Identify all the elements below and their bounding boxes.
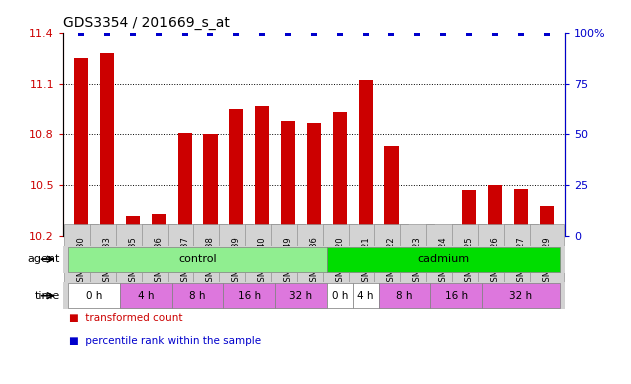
Bar <box>68 283 120 308</box>
Point <box>283 30 293 36</box>
Bar <box>281 121 295 236</box>
Bar <box>514 189 528 236</box>
Point <box>386 30 396 36</box>
Bar <box>482 283 560 308</box>
Bar <box>410 233 425 236</box>
Point <box>154 30 164 36</box>
Text: agent: agent <box>28 254 60 264</box>
Bar <box>255 106 269 236</box>
Bar <box>151 214 166 236</box>
Text: 32 h: 32 h <box>509 291 533 301</box>
Point <box>76 30 86 36</box>
Point <box>128 30 138 36</box>
Bar <box>353 283 379 308</box>
Text: GSM251627: GSM251627 <box>516 237 525 287</box>
Text: 8 h: 8 h <box>396 291 413 301</box>
Point <box>257 30 268 36</box>
Bar <box>462 190 476 236</box>
Point <box>206 30 216 36</box>
Text: 0 h: 0 h <box>86 291 102 301</box>
Bar <box>68 247 327 271</box>
Bar <box>436 229 451 236</box>
Bar <box>430 283 482 308</box>
Point <box>232 30 242 36</box>
Text: GSM251637: GSM251637 <box>180 237 189 287</box>
Point <box>334 30 345 36</box>
Text: ■  percentile rank within the sample: ■ percentile rank within the sample <box>69 336 261 346</box>
Point <box>490 30 500 36</box>
Text: GDS3354 / 201669_s_at: GDS3354 / 201669_s_at <box>63 16 230 30</box>
Text: time: time <box>35 291 60 301</box>
Bar <box>74 58 88 236</box>
Bar <box>333 113 347 236</box>
Bar <box>100 53 114 236</box>
Text: GSM251622: GSM251622 <box>387 237 396 287</box>
Text: GSM251620: GSM251620 <box>335 237 345 287</box>
Point <box>516 30 526 36</box>
Point <box>412 30 422 36</box>
Text: 8 h: 8 h <box>189 291 206 301</box>
Text: 0 h: 0 h <box>332 291 348 301</box>
Text: GSM251621: GSM251621 <box>361 237 370 287</box>
Bar <box>540 205 554 236</box>
Text: cadmium: cadmium <box>417 254 469 264</box>
Text: GSM251623: GSM251623 <box>413 237 422 287</box>
Text: GSM251629: GSM251629 <box>542 237 551 287</box>
Bar <box>488 185 502 236</box>
Point <box>102 30 112 36</box>
Text: control: control <box>178 254 217 264</box>
Text: GSM251624: GSM251624 <box>439 237 448 287</box>
Bar <box>327 283 353 308</box>
Text: 16 h: 16 h <box>238 291 261 301</box>
Text: GSM251626: GSM251626 <box>490 237 499 287</box>
Bar <box>307 122 321 236</box>
Text: GSM251625: GSM251625 <box>464 237 474 287</box>
Point <box>360 30 370 36</box>
Bar <box>358 80 373 236</box>
Point <box>309 30 319 36</box>
Point <box>180 30 190 36</box>
Bar <box>379 283 430 308</box>
Bar <box>275 283 327 308</box>
Bar <box>120 283 172 308</box>
Text: 4 h: 4 h <box>357 291 374 301</box>
Bar <box>384 146 399 236</box>
Bar <box>177 133 192 236</box>
Bar <box>126 216 140 236</box>
Text: 32 h: 32 h <box>290 291 312 301</box>
Point <box>438 30 448 36</box>
Text: ■  transformed count: ■ transformed count <box>69 313 183 323</box>
Point <box>464 30 474 36</box>
Text: GSM251639: GSM251639 <box>232 237 241 287</box>
Text: GSM251630: GSM251630 <box>77 237 86 287</box>
Text: GSM251638: GSM251638 <box>206 237 215 287</box>
Bar <box>229 109 244 236</box>
Text: 4 h: 4 h <box>138 291 154 301</box>
Bar <box>327 247 560 271</box>
Text: GSM251636: GSM251636 <box>154 237 163 287</box>
Point <box>541 30 551 36</box>
Text: GSM251635: GSM251635 <box>129 237 138 287</box>
Text: GSM251633: GSM251633 <box>103 237 112 287</box>
Text: GSM251649: GSM251649 <box>283 237 293 287</box>
Text: 16 h: 16 h <box>445 291 468 301</box>
Text: GSM251640: GSM251640 <box>257 237 267 287</box>
Bar <box>172 283 223 308</box>
Text: GSM251686: GSM251686 <box>309 237 319 287</box>
Bar <box>203 134 218 236</box>
Bar <box>223 283 275 308</box>
